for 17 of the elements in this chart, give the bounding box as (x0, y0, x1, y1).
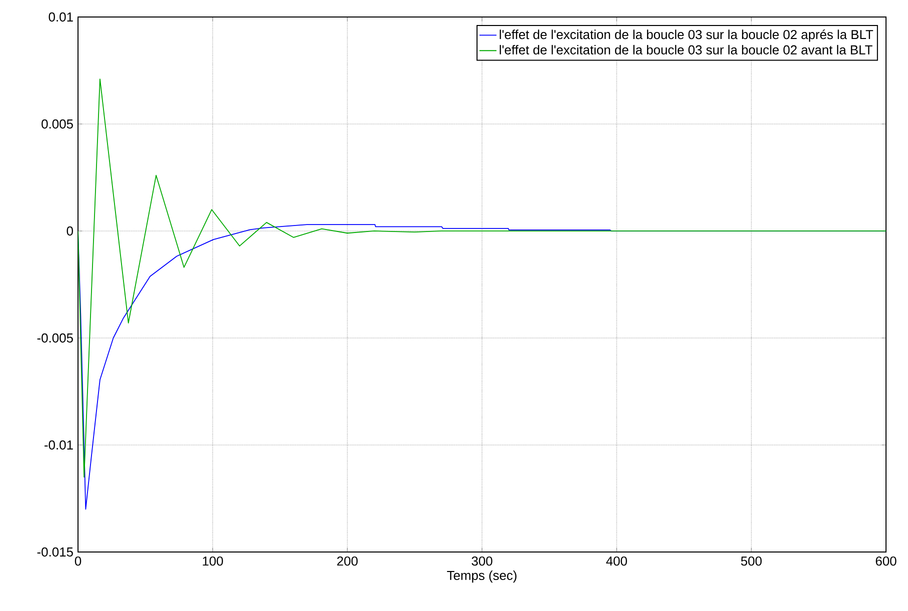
y-tick-label: -0.01 (44, 440, 73, 450)
x-tick-label: 100 (202, 556, 223, 566)
y-tick-label: 0.01 (48, 12, 73, 22)
x-tick-label: 300 (472, 556, 492, 566)
x-tick-label: 0 (74, 556, 82, 566)
legend-label: l'effet de l'excitation de la boucle 03 sur la boucle 02 aprés la BLT (500, 30, 874, 42)
y-tick-label: -0.015 (37, 547, 73, 557)
x-tick-label: 500 (741, 556, 762, 566)
legend-label: l'effet de l'excitation de la boucle 03 sur la boucle 02 avant la BLT (500, 44, 872, 54)
x-tick-label: 400 (606, 556, 627, 566)
x-tick-label: 200 (337, 556, 358, 566)
line-series (78, 78, 886, 478)
y-tick-label: 0.005 (42, 119, 73, 129)
y-tick-label: -0.005 (37, 333, 73, 343)
x-axis-title: Temps (sec) (447, 570, 516, 583)
x-tick-label: 600 (876, 556, 896, 566)
y-tick-label: 0 (66, 226, 73, 236)
